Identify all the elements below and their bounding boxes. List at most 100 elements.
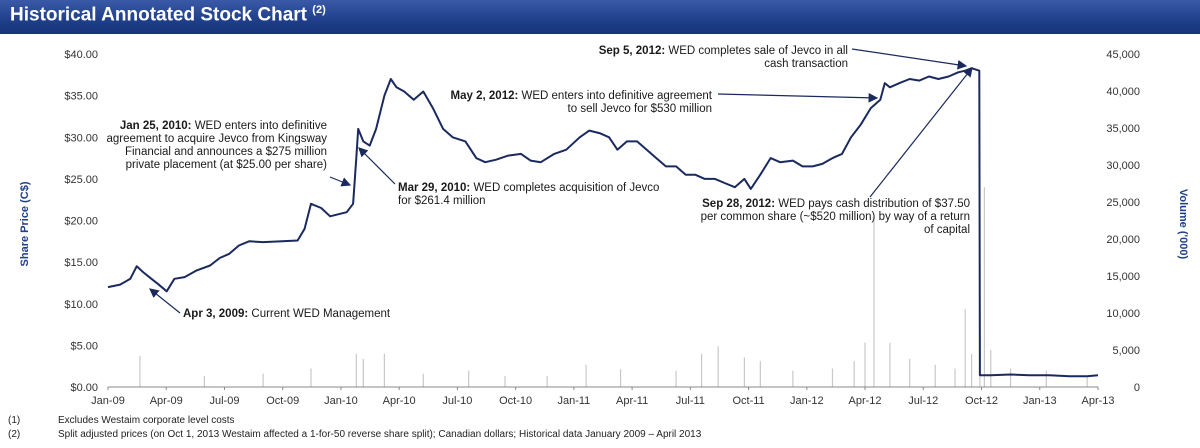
x-axis-ticks: Jan-09 Apr-09 Jul-09 Oct-09 Jan-10 Apr-10 Jul-…: [91, 387, 1115, 407]
x-tick-label: Oct-10: [499, 395, 532, 407]
volume-bar: [362, 358, 364, 387]
annotation-body: Financial and announces a $275 million: [125, 146, 327, 158]
x-tick-label: Apr-13: [1081, 395, 1114, 407]
annotation-line: Sep 5, 2012: WED completes sale of Jevco…: [599, 45, 848, 57]
annotation: Sep 28, 2012: WED pays cash distribution…: [701, 67, 973, 236]
y2-tick-label: 20,000: [1106, 234, 1140, 246]
volume-bar: [1086, 375, 1088, 387]
y2-tick-label: 25,000: [1106, 197, 1140, 209]
y-tick-label: $5.00: [70, 340, 98, 352]
x-tick-label: Jan-11: [557, 395, 590, 407]
volume-bar: [468, 370, 470, 387]
annotation-body: WED enters into definitive: [195, 120, 327, 132]
annotations: Jan 25, 2010: WED enters into definitive…: [106, 45, 973, 320]
x-tick-label: Oct-12: [965, 395, 998, 407]
y2-tick-label: 35,000: [1106, 123, 1140, 135]
annotation-line: May 2, 2012: WED enters into definitive …: [451, 90, 713, 102]
annotation-line: Apr 3, 2009: Current WED Management: [183, 308, 391, 320]
volume-bar: [934, 364, 936, 387]
annotation-body: to sell Jevco for $530 million: [568, 103, 712, 115]
annotation-line: private placement (at $25.00 per share): [126, 159, 328, 171]
volume-bar: [853, 361, 855, 387]
volume-bar: [422, 373, 424, 387]
annotation-date: Sep 5, 2012:: [599, 45, 669, 57]
volume-bar: [585, 364, 587, 387]
annotation-text: Mar 29, 2010: WED completes acquisition …: [398, 182, 659, 207]
volume-bar: [717, 346, 719, 387]
annotation: May 2, 2012: WED enters into definitive …: [451, 90, 879, 115]
annotation-text: Apr 3, 2009: Current WED Management: [183, 308, 391, 320]
footnote-1: (1) Excludes Westaim corporate level cos…: [8, 414, 1188, 428]
volume-bar: [139, 355, 141, 387]
annotation-line: per common share (~$520 million) by way …: [701, 211, 970, 223]
x-tick-label: Jul-12: [908, 395, 938, 407]
volume-bar: [1045, 370, 1047, 387]
x-tick-label: Apr-09: [150, 395, 183, 407]
annotation-body: private placement (at $25.00 per share): [126, 159, 328, 171]
y-axis-label: Share Price (C$): [19, 181, 31, 266]
annotation-date: Sep 28, 2012:: [702, 198, 778, 210]
y2-axis-ticks: 0 5,000 10,000 15,000 20,000 25,000 30,000 35,0…: [1106, 49, 1140, 394]
annotation-arrow: [851, 48, 968, 70]
x-tick-label: Jul-10: [442, 395, 472, 407]
y2-tick-label: 40,000: [1106, 86, 1140, 98]
y2-tick-label: 10,000: [1106, 308, 1140, 320]
annotation-body: of capital: [924, 224, 970, 236]
x-tick-label: Jan-10: [324, 395, 358, 407]
volume-bar: [743, 357, 745, 387]
footnote-2: (2) Split adjusted prices (on Oct 1, 201…: [8, 428, 1188, 442]
volume-bar: [971, 353, 973, 387]
annotation-arrow: [717, 92, 879, 103]
annotation-line: Jan 25, 2010: WED enters into definitive: [120, 120, 327, 132]
annotation-line: of capital: [924, 224, 970, 236]
annotation-text: May 2, 2012: WED enters into definitive …: [451, 90, 713, 115]
volume-bar: [909, 358, 911, 387]
volume-bar: [864, 342, 866, 387]
footnote-number: (2): [8, 429, 21, 440]
x-tick-label: Jul-09: [209, 395, 239, 407]
volume-bar: [831, 368, 834, 387]
volume-bar: [1009, 368, 1012, 387]
chart-title: Historical Annotated Stock Chart (2): [10, 4, 326, 26]
volume-bar: [546, 375, 548, 387]
volume-bar: [792, 370, 794, 387]
x-tick-label: Apr-12: [849, 395, 882, 407]
annotation: Apr 3, 2009: Current WED Management: [149, 288, 391, 320]
annotation: Mar 29, 2010: WED completes acquisition …: [358, 147, 659, 207]
price-line-layer: [107, 67, 1099, 378]
price-line: [107, 67, 1099, 378]
y-tick-label: $40.00: [64, 49, 98, 61]
volume-bar: [203, 375, 205, 387]
volume-bar: [383, 353, 385, 387]
annotation-body: per common share (~$520 million) by way …: [701, 211, 970, 223]
annotation-body: WED completes sale of Jevco in all: [668, 45, 848, 57]
volume-bar: [619, 369, 622, 387]
stock-chart: $0.00 $5.00 $10.00 $15.00 $20.00 $25.00 $30.00…: [19, 45, 1189, 407]
x-tick-label: Oct-11: [732, 395, 764, 407]
annotation-body: cash transaction: [764, 58, 848, 70]
x-tick-label: Apr-10: [383, 395, 416, 407]
annotation-body: WED completes acquisition of Jevco: [473, 182, 659, 194]
volume-bar: [889, 342, 891, 387]
annotation-arrow: [358, 147, 396, 185]
x-tick-label: Oct-09: [266, 395, 299, 407]
annotation-date: May 2, 2012:: [451, 90, 522, 102]
y2-tick-label: 5,000: [1112, 345, 1140, 357]
volume-bar: [262, 373, 264, 387]
annotation-body: WED pays cash distribution of $37.50: [778, 198, 970, 210]
volume-bar: [355, 353, 357, 387]
volume-bar: [310, 368, 312, 387]
y2-tick-label: 0: [1134, 382, 1140, 394]
annotation-arrow: [869, 67, 973, 198]
volume-bar: [504, 375, 506, 387]
annotation-line: for $261.4 million: [398, 195, 486, 207]
footnote-number: (1): [8, 415, 21, 426]
footnote-text: Excludes Westaim corporate level costs: [58, 415, 235, 426]
annotation-text: Sep 28, 2012: WED pays cash distribution…: [701, 198, 970, 236]
y-tick-label: $0.00: [70, 382, 98, 394]
y-tick-label: $15.00: [64, 257, 98, 269]
annotation-line: cash transaction: [764, 58, 848, 70]
annotation-line: to sell Jevco for $530 million: [568, 103, 712, 115]
annotation-text: Jan 25, 2010: WED enters into definitive…: [106, 120, 327, 171]
y2-tick-label: 15,000: [1106, 271, 1140, 283]
